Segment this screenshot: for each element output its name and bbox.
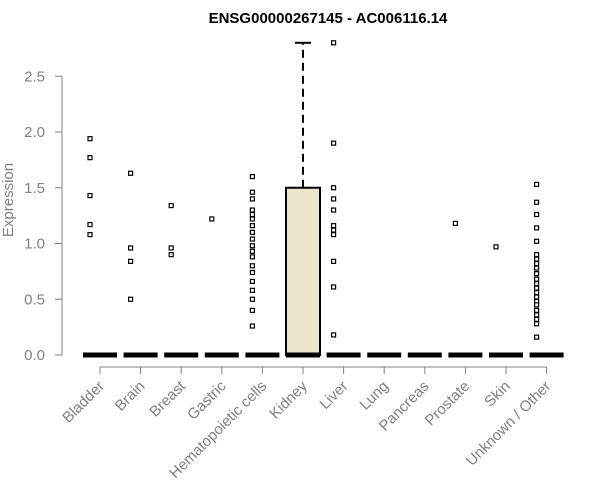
outlier-point [331,185,337,191]
outlier-point [128,296,134,302]
outlier-point [331,207,337,213]
outlier-point [533,321,540,327]
outlier-point [249,287,255,293]
outlier-point [331,196,337,202]
outlier-point [533,276,540,282]
outlier-point [249,229,255,235]
outlier-point [249,248,255,254]
boxes-layer [83,41,564,358]
outlier-point [533,260,540,267]
outlier-point [249,216,255,222]
outlier-point [331,332,337,338]
outlier-point [331,284,337,290]
outlier-point [533,294,540,300]
x-category-label: Liver [316,378,351,413]
outlier-point [249,269,255,276]
x-category-label: Breast [146,377,189,420]
outlier-point [87,155,93,161]
outlier-point [331,223,337,229]
outlier-point [493,244,499,250]
outlier-point [249,307,255,313]
outlier-point [249,236,255,242]
x-category-label: Bladder [59,378,108,427]
outlier-point [533,285,540,291]
outlier-point [87,231,93,238]
y-tick-label: 1.0 [24,236,45,253]
outlier-point [533,281,540,287]
outlier-point [533,211,540,218]
outlier-point [533,181,540,188]
y-tick-label: 0.5 [24,291,45,308]
y-axis-label: Expression [0,163,17,237]
outlier-point [87,221,93,228]
outlier-point [533,265,540,271]
y-tick-label: 2.0 [24,124,45,141]
outlier-point [249,223,255,229]
box-rect [285,186,321,356]
outliers-layer [87,40,540,340]
outlier-point [249,174,255,180]
y-tick-label: 1.5 [24,180,45,197]
outlier-point [168,202,174,209]
outlier-point [249,243,255,249]
outlier-point [128,170,134,176]
outlier-point [533,256,540,262]
outlier-point [533,289,540,296]
y-axis: 0.0 0.5 1.0 1.5 2.0 2.5 [24,68,63,364]
outlier-point [533,199,540,205]
outlier-point [452,220,458,227]
outlier-point [331,40,337,46]
outlier-point [249,278,255,285]
outlier-point [249,254,255,260]
outlier-point [209,216,215,222]
outlier-point [331,140,337,146]
x-category-label: Kidney [266,377,311,422]
x-category-label: Lung [356,378,392,414]
outlier-point [249,211,255,218]
outlier-point [533,302,540,308]
x-category-label: Brain [112,378,149,415]
outlier-point [533,271,540,277]
outlier-point [331,258,337,264]
x-category-label: Prostate [422,378,474,430]
y-tick-label: 0.0 [24,347,45,364]
outlier-point [533,307,540,313]
outlier-point [249,263,255,269]
outlier-point [331,231,337,238]
outlier-point [533,238,540,244]
outlier-point [249,207,255,213]
outlier-point [533,316,540,322]
outlier-point [249,196,255,202]
outlier-point [87,192,93,199]
outlier-point [168,252,174,258]
outlier-point [128,258,134,264]
outlier-point [533,225,540,231]
outlier-point [87,136,93,142]
outlier-point [533,252,540,258]
outlier-point [128,245,134,251]
outlier-point [533,312,540,318]
box-group [285,41,321,358]
outlier-point [331,227,337,233]
chart-title: ENSG00000267145 - AC006116.14 [209,10,448,27]
y-tick-label: 2.5 [24,68,45,85]
outlier-point [249,189,255,195]
outlier-point [249,323,255,329]
outlier-point [168,245,174,251]
x-category-label: Skin [481,378,514,411]
outlier-point [249,296,255,302]
outlier-point [533,334,540,340]
